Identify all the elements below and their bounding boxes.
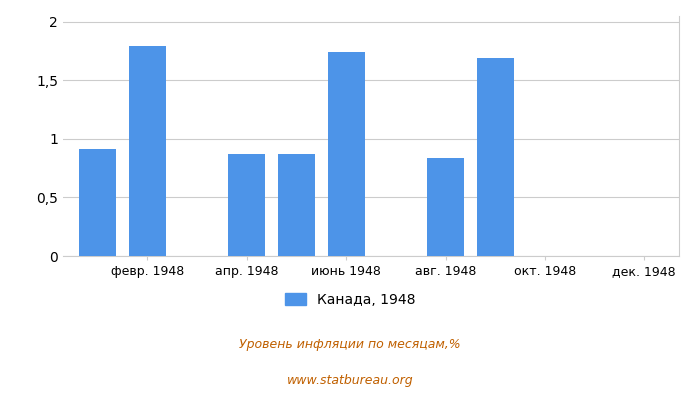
- Bar: [477, 58, 514, 256]
- Bar: [427, 158, 464, 256]
- Bar: [79, 150, 116, 256]
- Text: www.statbureau.org: www.statbureau.org: [287, 374, 413, 387]
- Bar: [278, 154, 315, 256]
- Bar: [129, 46, 166, 256]
- Legend: Канада, 1948: Канада, 1948: [279, 287, 421, 312]
- Bar: [228, 154, 265, 256]
- Bar: [328, 52, 365, 256]
- Text: Уровень инфляции по месяцам,%: Уровень инфляции по месяцам,%: [239, 338, 461, 351]
